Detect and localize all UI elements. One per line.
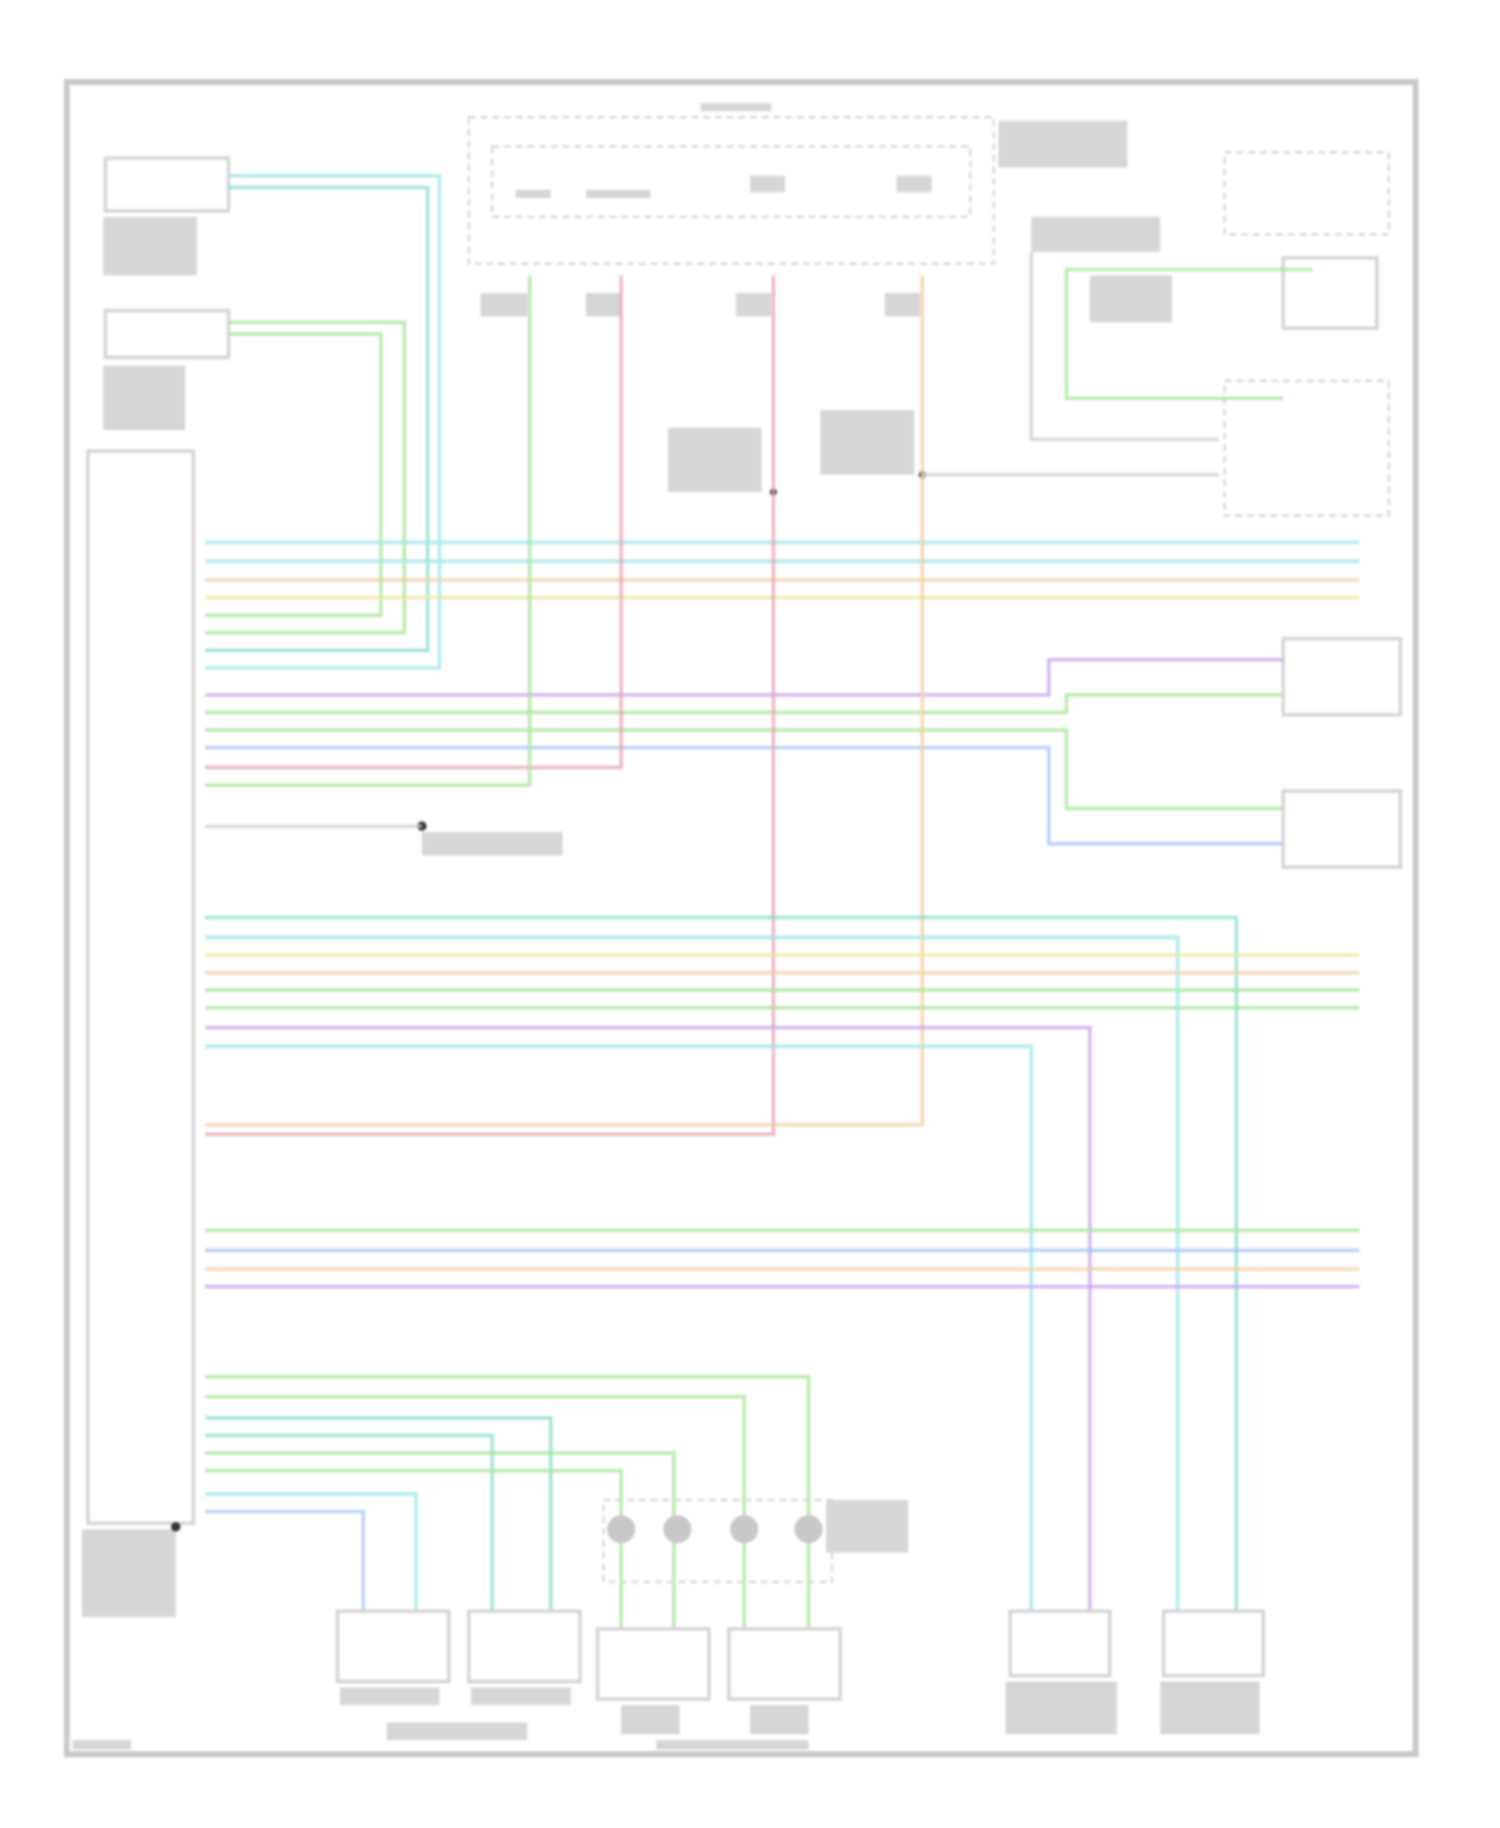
left-component-1: [103, 156, 231, 276]
right-components: [417, 151, 1403, 869]
main-module-connector: [82, 449, 196, 1618]
top-module: [467, 103, 1128, 317]
left-component-2: [103, 308, 231, 431]
bottom-modules: [72, 1498, 1266, 1750]
wires: [205, 174, 1360, 1635]
diagram-frame: [63, 79, 1419, 1758]
